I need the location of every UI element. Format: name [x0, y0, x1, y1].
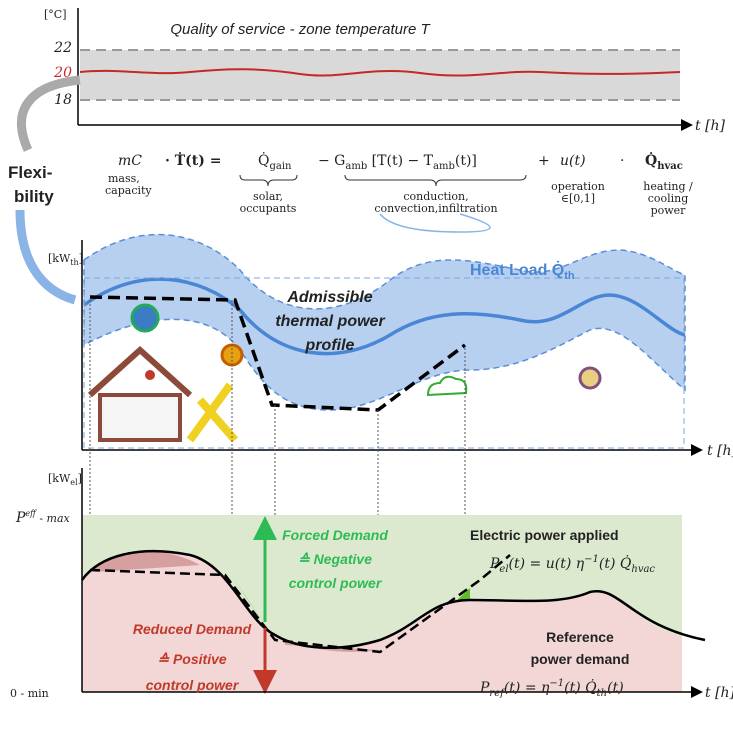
text-part: [kW [48, 472, 71, 485]
text-part: th [597, 688, 607, 699]
text-part: - max [36, 512, 71, 525]
text-part: hvac [631, 564, 655, 575]
arrow [21, 80, 80, 150]
text-part: −1 [584, 554, 599, 565]
electric-panel: [kWel] Peff - max 0 - min t [h] Forced D… [10, 468, 733, 701]
formula: Pel(t) = u(t) η−1(t) Q̇hvac [489, 554, 655, 575]
eq-note: ∈[0,1] [561, 192, 595, 205]
forced-label: ≙ Negative [298, 551, 372, 567]
profile-label: Admissible [286, 289, 372, 306]
eq-note: power [651, 204, 687, 217]
text-part: − G [318, 153, 345, 169]
text-part: Q̇ [645, 151, 657, 169]
thermal-panel: [kWth] Heat Load Q̇th Admissible thermal… [48, 235, 733, 459]
text-part: (t)] [455, 153, 477, 169]
min-label: 0 - min [10, 687, 49, 700]
text-part: (t) Q̇ [564, 678, 597, 696]
flexibility-label: Flexi- [8, 163, 52, 182]
axis-label: t [h] [705, 685, 733, 701]
text-part: hvac [657, 161, 683, 172]
eq-term: Q̇hvac [645, 151, 683, 172]
text-part: ] [78, 472, 82, 485]
globe-icon [132, 305, 158, 331]
text-part: el [499, 564, 508, 575]
unit: [°C] [44, 8, 67, 21]
text-part: Heat Load Q̇ [470, 261, 564, 279]
tick: 22 [53, 40, 72, 56]
eq-term: mC [118, 153, 142, 169]
text-part: (t) Q̇ [599, 554, 632, 572]
axis-label: t [h] [707, 443, 733, 459]
axis-label: t [h] [695, 118, 726, 134]
text-part: P [15, 510, 26, 526]
forced-label: control power [289, 575, 383, 591]
text-part: ] [79, 252, 83, 265]
diagram: [°C] 22 20 18 Quality of service - zone … [0, 0, 733, 733]
text-part: [T(t) − T [367, 153, 433, 169]
eq-term: u(t) [560, 153, 586, 169]
text-part: amb [345, 161, 367, 172]
text-part: (t) = u(t) η [509, 556, 585, 572]
forced-label: Forced Demand [282, 527, 388, 543]
text-part: (t) [607, 680, 624, 696]
reduced-label: ≙ Positive [157, 651, 227, 667]
eq-term: − Gamb [T(t) − Tamb(t)] [318, 153, 477, 172]
flower-icon [580, 368, 600, 388]
unit: [kWth] [48, 252, 83, 267]
heat-load-label: Heat Load Q̇th [470, 261, 575, 282]
eq-term: · Ṫ(t) = [165, 150, 222, 169]
eq-note: capacity [105, 184, 152, 197]
reduced-label: Reduced Demand [133, 621, 252, 637]
text-part: Q̇ [258, 151, 269, 169]
comfort-band [80, 50, 680, 100]
max-label: Peff - max [15, 509, 71, 526]
text-part: th [564, 270, 575, 282]
tick: 18 [54, 92, 72, 108]
reference-label: Reference [546, 629, 614, 645]
text-part: (t) = η [504, 680, 550, 696]
reference-label: power demand [531, 651, 630, 667]
eq-term: + [538, 153, 550, 169]
title: Quality of service - zone temperature T [170, 21, 431, 38]
text-part: [kW [48, 252, 71, 265]
equation: mC mass, capacity · Ṫ(t) = Q̇gain solar,… [105, 150, 693, 232]
flexibility-label: bility [14, 187, 54, 206]
eq-term: Q̇gain [258, 151, 292, 172]
applied-label: Electric power applied [470, 527, 619, 543]
eq-term: · [620, 153, 624, 169]
reduced-label: control power [146, 677, 240, 693]
text-part: th [70, 258, 78, 267]
profile-label: thermal power [275, 313, 385, 330]
eq-note: occupants [240, 202, 297, 215]
text-part: P [479, 680, 490, 696]
unit: [kWel] [48, 472, 82, 487]
eq-note: convection,infiltration [374, 202, 497, 215]
house-icon [90, 350, 190, 395]
text-part: P [489, 556, 500, 572]
text-part: −1 [549, 678, 564, 689]
text-part: gain [269, 161, 292, 172]
rain-icon [428, 377, 466, 395]
text-part: amb [433, 161, 455, 172]
profile-label: profile [305, 337, 355, 354]
temperature-panel: [°C] 22 20 18 Quality of service - zone … [44, 8, 726, 134]
